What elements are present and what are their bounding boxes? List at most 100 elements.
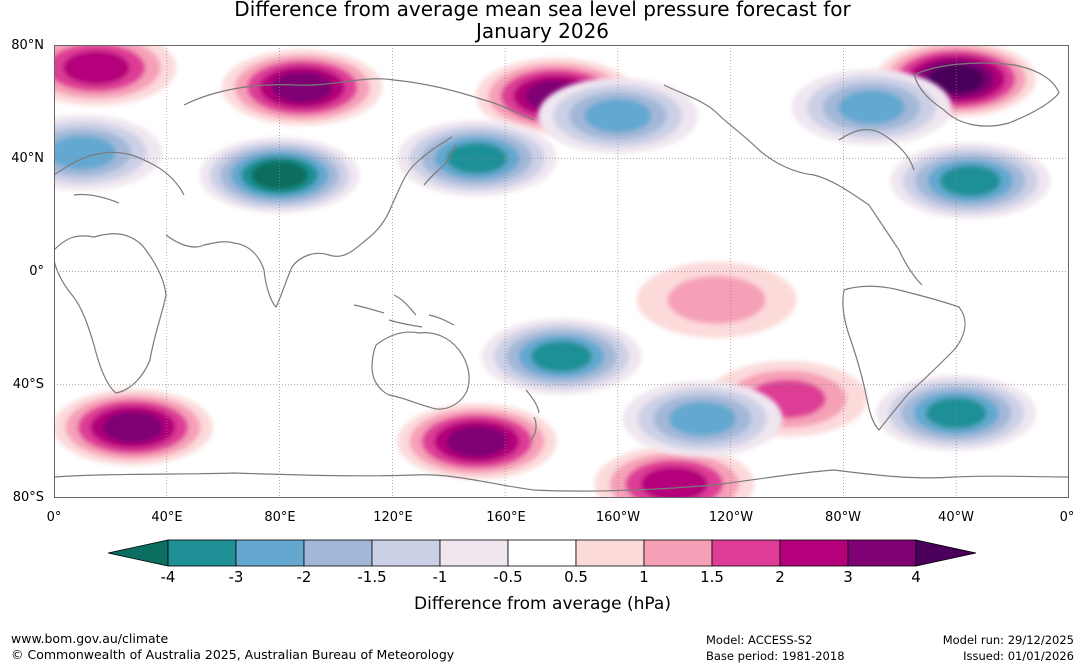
anomaly-map-svg [54,45,1069,498]
colorbar-tick-label: -0.5 [493,568,523,586]
anomaly-contour [446,142,508,174]
lat-label-80s: 80°S [12,490,44,505]
coast-africa [54,233,167,394]
anomaly-center [54,114,163,191]
lat-label-40n: 40°N [11,151,44,166]
coast-india [165,234,330,309]
coast-australia [371,331,470,410]
colorbar-cell [507,539,577,567]
anomaly-center [537,77,698,154]
anomaly-center [199,137,360,214]
coast-europe [54,151,185,204]
lon-label-120e: 120°E [373,510,413,525]
anomaly-center [396,403,557,480]
anomaly-center [222,49,383,126]
colorbar-tick-label: -2 [296,568,312,586]
colorbar-extend-high [915,539,977,567]
anomaly-center [396,120,557,197]
colorbar-tick-label: 1 [639,568,649,586]
anomaly-center [481,318,642,395]
lon-label-120w: 120°W [708,510,754,525]
anomaly-contour [584,98,652,133]
colorbar-cell [235,539,305,567]
footer-model-run: Model run: 29/12/2025 [942,633,1074,647]
anomaly-center [54,45,177,106]
chart-title-line2: January 2026 [475,19,610,43]
lon-label-0: 0° [46,510,62,525]
anomaly-contour [925,397,987,429]
footer-copyright: © Commonwealth of Australia 2025, Austra… [11,647,455,662]
anomaly-center [890,142,1051,219]
colorbar-cell [779,539,849,567]
footer-model: Model: ACCESS-S2 [706,633,813,647]
lon-label-0-right: 0° [1059,510,1075,525]
colorbar [108,539,977,567]
colorbar-cell [847,539,917,567]
colorbar-tick-label: -4 [160,568,176,586]
anomaly-contour [271,71,333,104]
footer-issued: Issued: 01/01/2026 [963,649,1074,663]
anomaly-center [791,69,952,146]
chart-title-line1: Difference from average mean sea level p… [234,0,851,21]
lon-label-40w: 40°W [938,510,974,525]
anomaly-map [54,45,1069,498]
anomaly-contour [668,401,736,436]
anomaly-field [54,45,1051,498]
coast-southamerica [842,285,966,431]
lat-label-40s: 40°S [12,377,44,392]
colorbar-cell [643,539,713,567]
anomaly-contour [838,90,906,125]
colorbar-tick-label: -3 [228,568,244,586]
anomaly-center [622,380,783,457]
lat-label-equator: 0° [29,264,44,279]
graticule [54,45,1069,498]
map-frame [54,45,1069,498]
coast-indonesia [353,304,455,328]
coast-greenland [913,62,1060,127]
lon-label-160w: 160°W [595,510,641,525]
anomaly-contour [62,50,130,85]
coast-nz [525,389,540,442]
colorbar-tick-label: 0.5 [564,568,588,586]
footer-base-period: Base period: 1981-2018 [706,649,845,663]
footer-left: www.bom.gov.au/climate © Commonwealth of… [11,631,454,663]
anomaly-contour [667,275,766,324]
coastlines [54,62,1069,492]
colorbar-cell [711,539,781,567]
anomaly-center [876,375,1037,452]
coast-northamerica [663,84,923,286]
lon-label-160e: 160°E [486,510,526,525]
coast-antarctica [54,469,1069,492]
colorbar-tick-label: 3 [843,568,853,586]
anomaly-contour [102,411,164,443]
colorbar-label: Difference from average (hPa) [414,594,671,614]
anomaly-contour [939,165,1001,197]
coast-arctic-asia [183,78,535,121]
colorbar-cell [371,539,441,567]
colorbar-cell [167,539,237,567]
colorbar-cell [303,539,373,567]
footer-url[interactable]: www.bom.gov.au/climate [11,631,169,646]
anomaly-contour [640,466,708,498]
colorbar-cell [575,539,645,567]
lon-label-80w: 80°W [825,510,861,525]
colorbar-tick-label: 2 [775,568,785,586]
anomaly-contour [446,425,508,457]
lat-label-80n: 80°N [11,38,44,53]
coast-japan [423,144,457,186]
anomaly-center [636,261,797,338]
colorbar-extend-low [108,539,169,567]
lon-label-40e: 40°E [151,510,183,525]
colorbar-tick-label: -1.5 [357,568,387,586]
anomaly-contour [54,135,116,170]
colorbar-cell [439,539,509,567]
anomaly-center [54,389,213,466]
anomaly-contour [531,340,592,373]
anomaly-contour [251,160,308,190]
lon-label-80e: 80°E [264,510,296,525]
footer-run-info: Model run: 29/12/2025 Issued: 01/01/2026 [943,632,1074,664]
colorbar-tick-label: -1 [432,568,448,586]
footer-model-info: Model: ACCESS-S2 Base period: 1981-2018 [706,632,845,664]
colorbar-tick-label: 1.5 [700,568,724,586]
colorbar-tick-label: 4 [911,568,921,586]
